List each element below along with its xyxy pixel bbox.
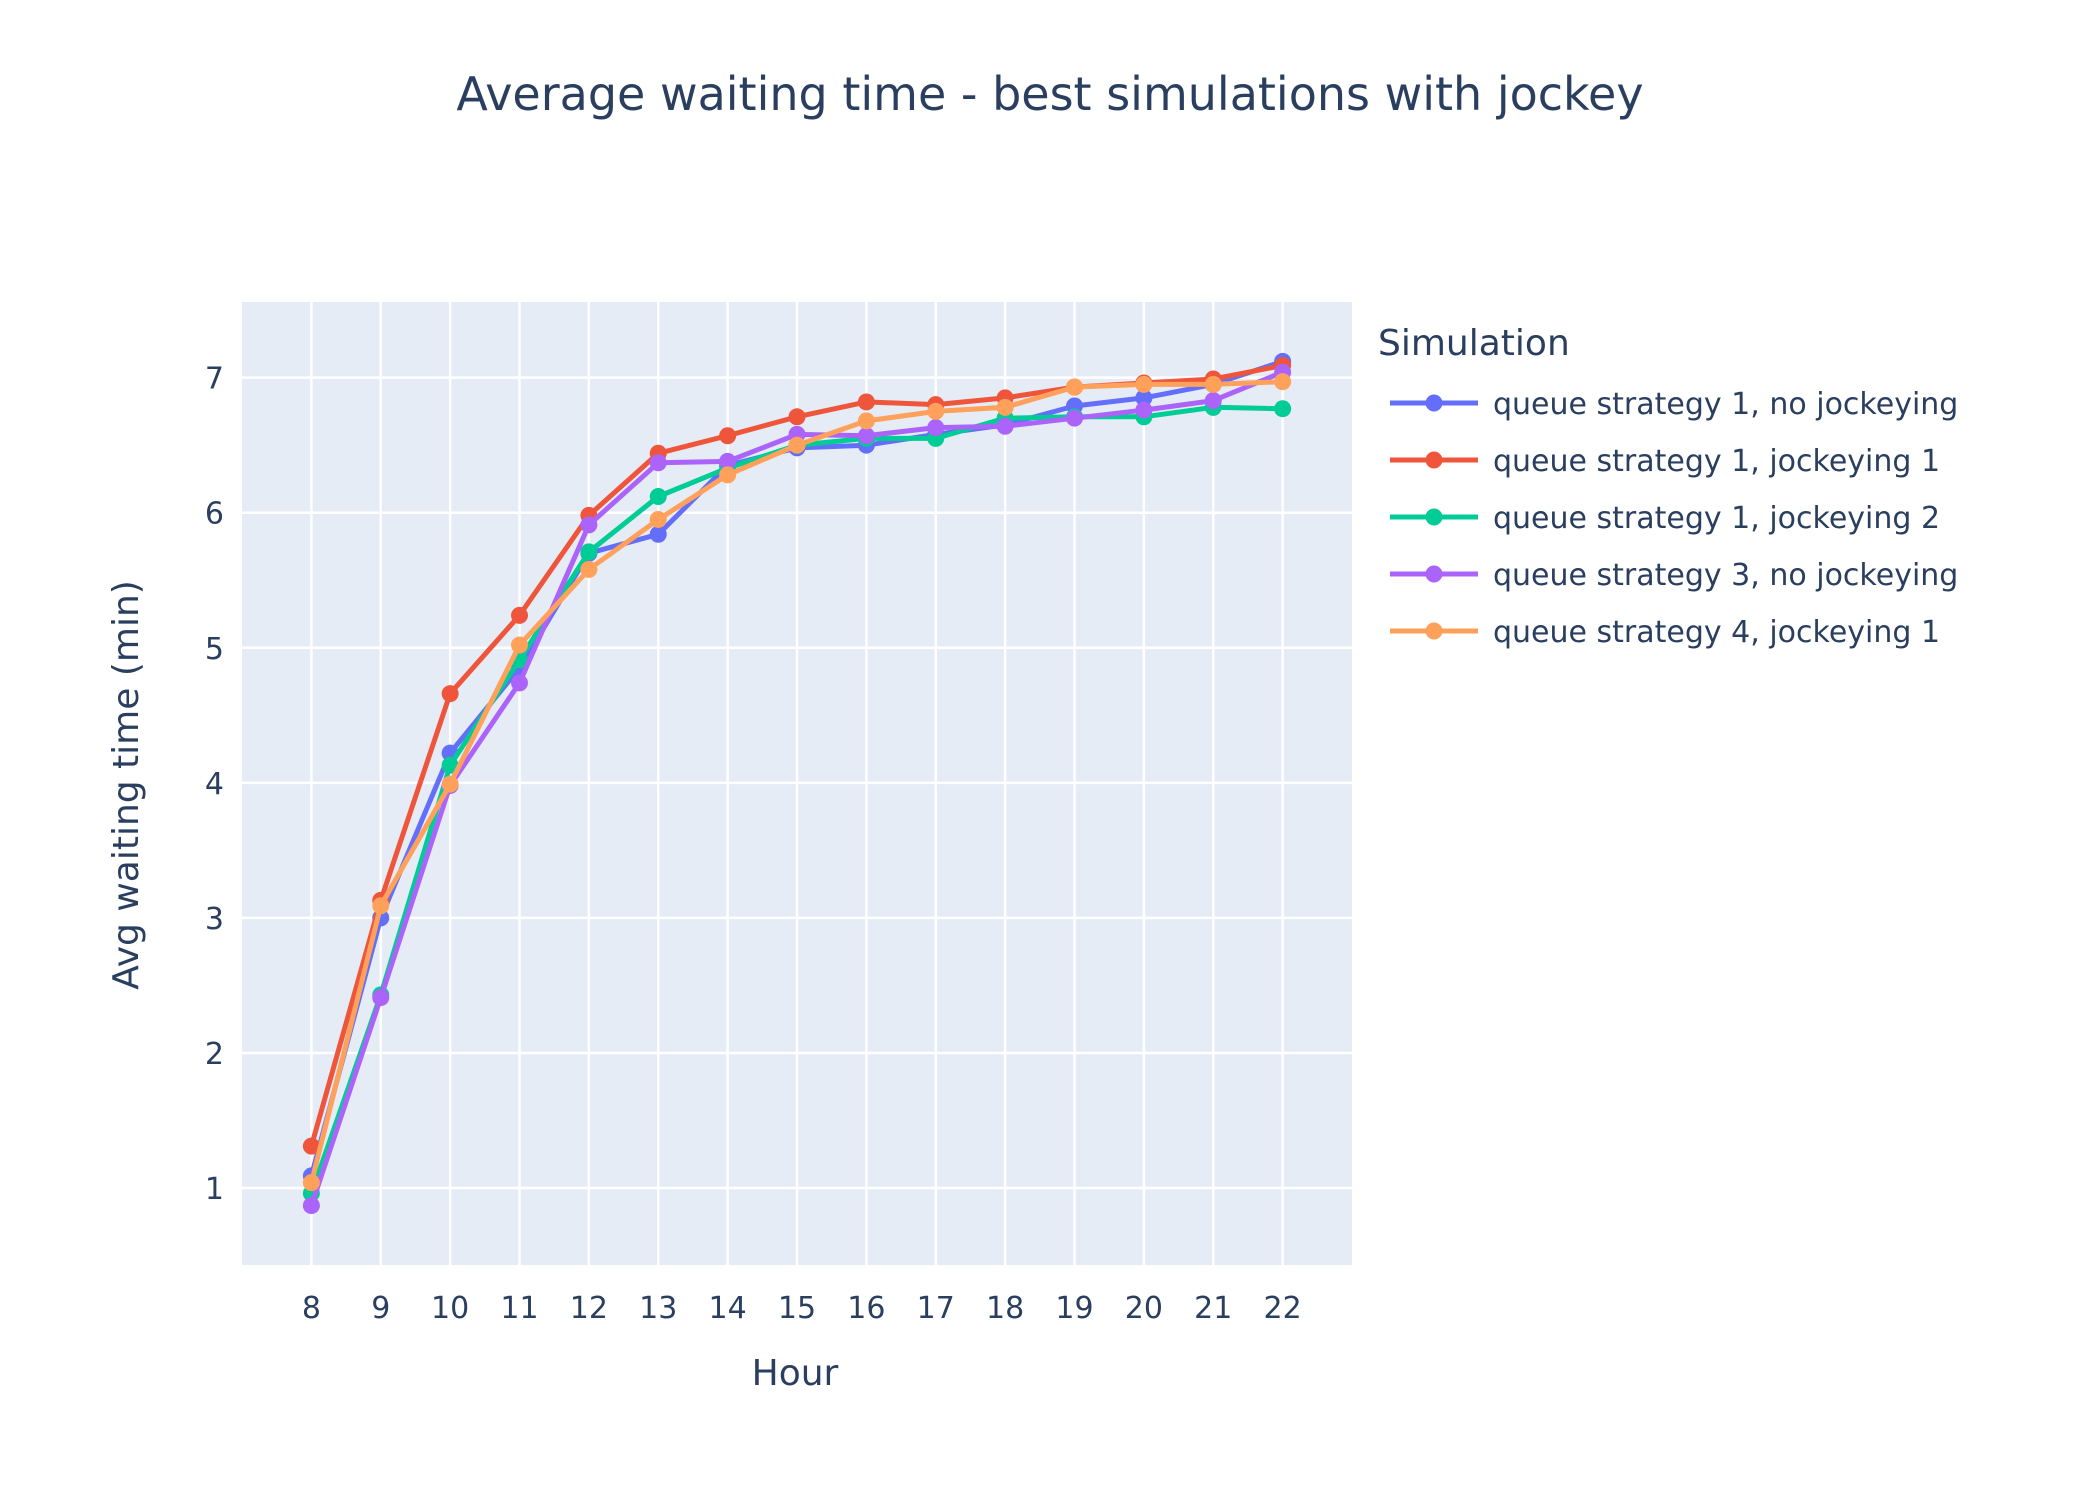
data-point	[580, 543, 598, 561]
data-point	[1135, 401, 1153, 419]
data-point	[927, 419, 945, 437]
data-point	[1135, 375, 1153, 393]
legend-swatch-marker	[1425, 622, 1443, 640]
y-tick-label: 3	[205, 902, 224, 937]
legend-swatch-marker	[1425, 508, 1443, 526]
data-point	[996, 417, 1014, 435]
legend-item[interactable]: queue strategy 4, jockeying 1	[1390, 615, 1940, 650]
legend-label: queue strategy 1, jockeying 1	[1493, 444, 1940, 479]
x-axis-ticks: 8 9 10 11 12 13 14 15 16 17 18 19 20 21 22	[302, 1291, 1302, 1326]
data-point	[441, 756, 459, 774]
legend-item[interactable]: queue strategy 1, no jockeying	[1390, 387, 1958, 422]
x-tick-label: 10	[431, 1291, 469, 1326]
y-tick-label: 5	[205, 632, 224, 667]
legend-item[interactable]: queue strategy 1, jockeying 1	[1390, 444, 1940, 479]
data-point	[649, 487, 667, 505]
x-tick-label: 21	[1194, 1291, 1232, 1326]
y-tick-label: 2	[205, 1037, 224, 1072]
data-point	[1204, 375, 1222, 393]
data-point	[511, 606, 528, 624]
legend-label: queue strategy 1, jockeying 2	[1493, 501, 1940, 536]
legend-label: queue strategy 3, no jockeying	[1493, 558, 1958, 593]
data-point	[1274, 373, 1292, 391]
legend-title: Simulation	[1378, 323, 1570, 364]
x-tick-label: 12	[570, 1291, 608, 1326]
x-tick-label: 13	[639, 1291, 677, 1326]
x-tick-label: 15	[778, 1291, 816, 1326]
legend: Simulation queue strategy 1, no jockeyin…	[1378, 323, 1958, 650]
data-point	[302, 1174, 320, 1192]
x-tick-label: 11	[500, 1291, 538, 1326]
data-point	[788, 436, 806, 454]
data-point	[1135, 389, 1153, 407]
legend-label: queue strategy 1, no jockeying	[1493, 387, 1958, 422]
data-point	[441, 775, 459, 793]
y-axis-ticks: 1 2 3 4 5 6 7	[205, 362, 224, 1207]
data-point	[719, 466, 737, 484]
data-point	[1204, 392, 1222, 410]
series-layer	[302, 352, 1292, 1215]
data-point	[302, 1137, 320, 1155]
data-point	[649, 454, 667, 472]
data-point	[927, 402, 945, 420]
series-4	[302, 363, 1292, 1215]
x-tick-label: 19	[1055, 1291, 1093, 1326]
legend-item[interactable]: queue strategy 1, jockeying 2	[1390, 501, 1940, 536]
data-point	[580, 516, 598, 534]
data-point	[511, 674, 528, 692]
data-point	[857, 412, 875, 430]
x-axis-title: Hour	[752, 1353, 839, 1394]
plot-area	[242, 302, 1352, 1265]
legend-item[interactable]: queue strategy 3, no jockeying	[1390, 558, 1958, 593]
legend-swatch-marker	[1425, 565, 1443, 583]
chart-title: Average waiting time - best simulations …	[456, 67, 1643, 121]
series-5	[302, 373, 1292, 1192]
data-point	[857, 427, 875, 445]
data-point	[649, 510, 667, 528]
data-point	[1274, 400, 1292, 418]
x-tick-label: 20	[1125, 1291, 1163, 1326]
data-point	[1066, 409, 1083, 427]
data-point	[372, 989, 390, 1007]
legend-swatch-marker	[1425, 451, 1443, 469]
x-tick-label: 8	[302, 1291, 321, 1326]
data-point	[719, 427, 737, 445]
data-point	[649, 525, 667, 543]
data-point	[372, 897, 390, 915]
x-tick-label: 16	[847, 1291, 885, 1326]
x-tick-label: 22	[1264, 1291, 1302, 1326]
y-tick-label: 1	[205, 1172, 224, 1207]
data-point	[511, 636, 528, 654]
data-point	[580, 560, 598, 578]
x-tick-label: 14	[709, 1291, 747, 1326]
x-tick-label: 9	[371, 1291, 390, 1326]
x-tick-label: 17	[917, 1291, 955, 1326]
data-point	[788, 408, 806, 426]
data-point	[719, 452, 737, 470]
y-axis-title: Avg waiting time (min)	[106, 580, 147, 990]
data-point	[857, 393, 875, 411]
data-point	[1066, 378, 1083, 396]
y-tick-label: 4	[205, 767, 224, 802]
y-tick-label: 6	[205, 497, 224, 532]
legend-swatch-marker	[1425, 394, 1443, 412]
legend-label: queue strategy 4, jockeying 1	[1493, 615, 1940, 650]
data-point	[996, 398, 1014, 416]
y-tick-label: 7	[205, 362, 224, 397]
x-tick-label: 18	[986, 1291, 1024, 1326]
data-point	[441, 685, 459, 703]
data-point	[302, 1197, 320, 1215]
